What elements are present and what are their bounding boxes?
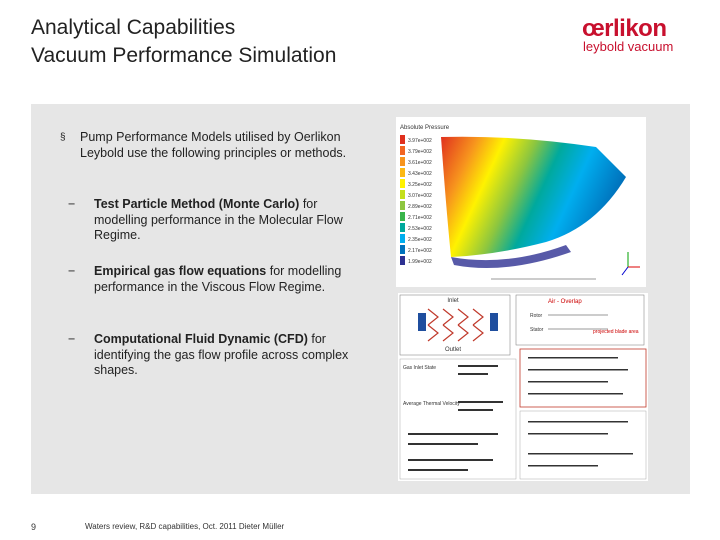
legend-value: 3.61e+002 <box>408 160 432 166</box>
overlap-label: Air - Overlap <box>548 299 582 305</box>
legend-title: Absolute Pressure <box>400 125 450 131</box>
sub-item-rest: for identifying the gas flow profile acr… <box>94 332 349 377</box>
dash-mark: − <box>68 197 76 211</box>
legend-swatch <box>400 135 405 144</box>
company-logo: œrlikon leybold vacuum <box>582 15 692 58</box>
logo-subtitle: leybold vacuum <box>583 39 674 54</box>
flow-equations-image: Inlet Outlet Air - Overlap Rotor Stator … <box>398 293 648 481</box>
sub-item-text: Test Particle Method (Monte Carlo) for m… <box>94 197 356 244</box>
legend-swatch <box>400 234 405 243</box>
stator-label: Stator <box>530 327 544 333</box>
avg-velocity-label: Average Thermal Velocity <box>403 401 460 407</box>
pressure-simulation-svg: Absolute Pressure 3.97e+002 3.79e+002 3.61… <box>400 125 640 280</box>
legend-swatch <box>400 168 405 177</box>
logo-brand: œrlikon <box>582 15 667 42</box>
legend-swatch <box>400 190 405 199</box>
sub-item-rest: for modelling performance in the Viscous… <box>94 264 342 294</box>
sub-item-text: Computational Fluid Dynamic (CFD) for id… <box>94 332 356 379</box>
legend-swatch <box>400 179 405 188</box>
legend-value: 2.17e+002 <box>408 248 432 254</box>
slide-title: Analytical Capabilities Vacuum Performan… <box>31 14 336 70</box>
gas-inlet-label: Gas Inlet State <box>403 365 436 371</box>
pressure-wing-shape <box>441 136 626 257</box>
blade-marker-left <box>418 313 426 331</box>
legend-value: 1.99e+002 <box>408 259 432 265</box>
legend-swatch <box>400 256 405 265</box>
legend-swatch <box>400 212 405 221</box>
title-line-1: Analytical Capabilities <box>31 16 236 39</box>
sub-item-text: Empirical gas flow equations for modelli… <box>94 264 356 295</box>
dash-mark: − <box>68 332 76 346</box>
legend-value: 2.71e+002 <box>408 215 432 221</box>
blade-chevrons <box>427 308 484 342</box>
overlap-diagram-frame <box>515 294 645 346</box>
legend-value: 3.07e+002 <box>408 193 432 199</box>
legend-swatch <box>400 157 405 166</box>
pressure-simulation-image: Absolute Pressure 3.97e+002 3.79e+002 3.61… <box>396 117 646 287</box>
legend-value: 3.97e+002 <box>408 138 432 144</box>
legend-value: 2.35e+002 <box>408 237 432 243</box>
projected-area-label: projected blade area <box>593 329 639 335</box>
inlet-label: Inlet <box>447 298 459 304</box>
legend-value: 3.43e+002 <box>408 171 432 177</box>
sub-item-bold: Test Particle Method (Monte Carlo) <box>94 197 300 211</box>
dash-mark: − <box>68 264 76 278</box>
legend-bars: 3.97e+002 3.79e+002 3.61e+002 3.43e+002 3.25… <box>400 135 432 265</box>
equation-block-red <box>519 348 647 408</box>
sub-item-bold: Empirical gas flow equations <box>94 264 267 278</box>
legend-swatch <box>400 223 405 232</box>
outlet-label: Outlet <box>445 347 461 353</box>
equation-lines-red <box>528 357 628 395</box>
legend-swatch <box>400 245 405 254</box>
legend-swatch <box>400 201 405 210</box>
legend-swatch <box>400 146 405 155</box>
equation-lines-left <box>408 365 503 471</box>
sub-item-bold: Computational Fluid Dynamic (CFD) <box>94 332 308 346</box>
rotor-label: Rotor <box>530 313 543 319</box>
flow-equations-svg: Inlet Outlet Air - Overlap Rotor Stator … <box>399 294 647 480</box>
legend-value: 3.25e+002 <box>408 182 432 188</box>
title-line-2: Vacuum Performance Simulation <box>31 44 337 67</box>
equation-lines-right <box>528 421 633 467</box>
legend-value: 2.89e+002 <box>408 204 432 210</box>
legend-value: 2.53e+002 <box>408 226 432 232</box>
bullet-mark: § <box>60 132 66 143</box>
bullet-text: Pump Performance Models utilised by Oerl… <box>80 130 347 160</box>
axis-z-line <box>621 266 629 276</box>
footer-text: Waters review, R&D capabilities, Oct. 20… <box>85 522 285 531</box>
pressure-wing-edge <box>451 245 571 269</box>
page-number: 9 <box>31 522 37 532</box>
sub-item-rest: for modelling performance in the Molecul… <box>94 197 343 242</box>
legend-value: 3.79e+002 <box>408 149 432 155</box>
blade-marker-right <box>490 313 498 331</box>
